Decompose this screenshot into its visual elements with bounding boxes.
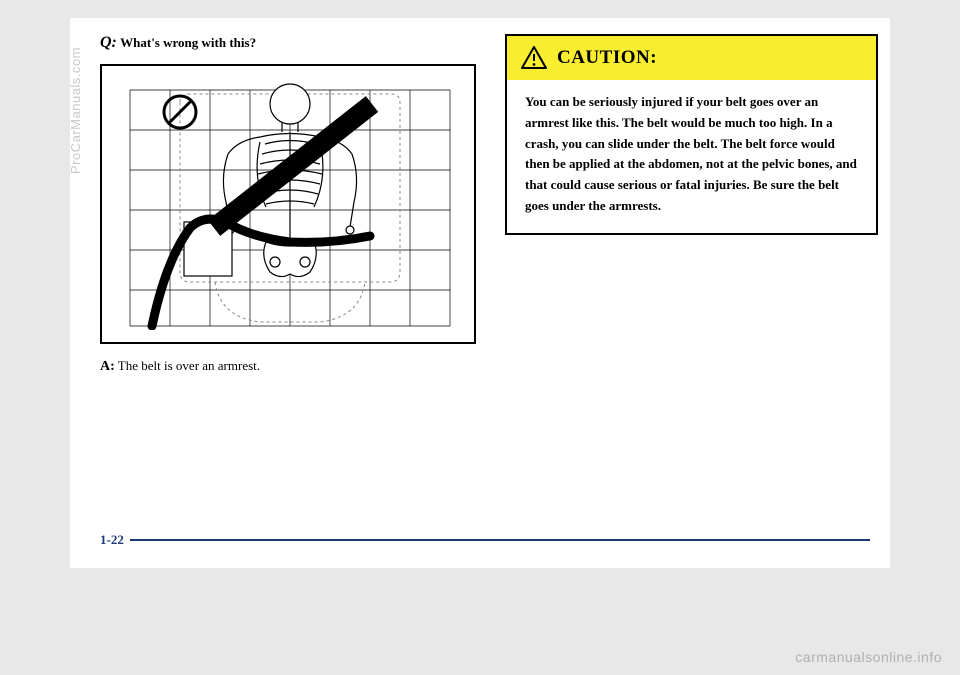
question-prefix: Q: [100,34,117,51]
question-text: What's wrong with this? [120,35,256,50]
page-footer: 1-22 [100,532,870,548]
warning-icon [521,46,547,70]
answer-text: The belt is over an armrest. [118,358,260,373]
diagram-box [100,64,476,344]
bottom-watermark: carmanualsonline.info [795,649,942,665]
seatbelt-diagram [120,82,460,330]
question-line: Q: What's wrong with this? [100,34,477,52]
footer-rule [130,539,870,541]
left-column: ProCarManuals.com Q: What's wrong with t… [100,34,477,375]
side-watermark: ProCarManuals.com [68,47,83,174]
answer-prefix: A: [100,359,115,374]
answer-line: A: The belt is over an armrest. [100,358,477,375]
manual-page: ProCarManuals.com Q: What's wrong with t… [70,18,890,568]
caution-body: You can be seriously injured if your bel… [507,80,876,233]
page-number: 1-22 [100,532,124,548]
caution-title: CAUTION: [557,47,657,69]
caution-box: CAUTION: You can be seriously injured if… [505,34,878,235]
content-row: ProCarManuals.com Q: What's wrong with t… [70,18,890,375]
right-column: CAUTION: You can be seriously injured if… [505,34,878,375]
caution-header: CAUTION: [507,36,876,80]
